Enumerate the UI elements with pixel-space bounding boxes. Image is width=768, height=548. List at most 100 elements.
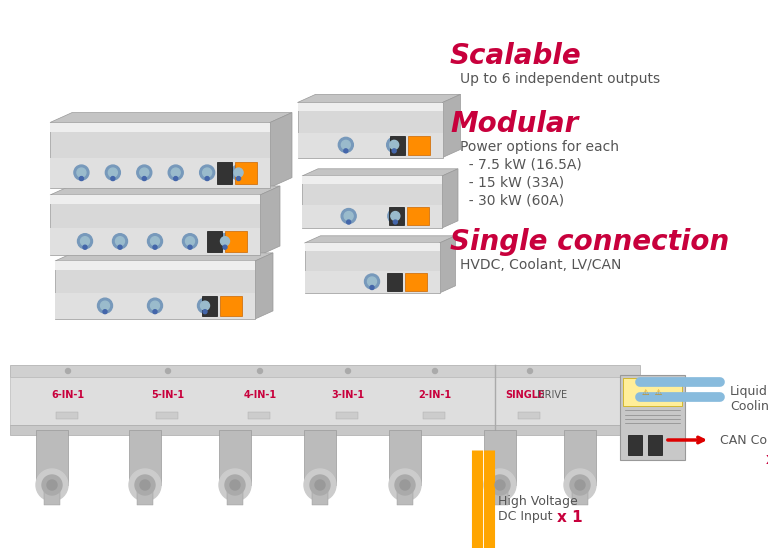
Text: 6-IN-1: 6-IN-1: [51, 390, 84, 400]
Circle shape: [219, 469, 251, 501]
Bar: [564, 430, 596, 485]
Circle shape: [151, 301, 160, 310]
Polygon shape: [55, 253, 273, 261]
Bar: [50, 195, 260, 204]
Bar: [312, 485, 328, 505]
Bar: [648, 435, 662, 455]
Circle shape: [205, 176, 209, 180]
Circle shape: [153, 245, 157, 249]
Text: SINGLE: SINGLE: [505, 390, 545, 400]
Circle shape: [200, 301, 210, 310]
Circle shape: [370, 286, 374, 289]
Circle shape: [142, 176, 146, 180]
Circle shape: [392, 149, 396, 153]
Circle shape: [575, 480, 585, 490]
Bar: [623, 378, 682, 406]
Bar: [408, 135, 429, 155]
Circle shape: [79, 176, 84, 180]
Text: Modular: Modular: [450, 110, 578, 138]
Polygon shape: [442, 94, 461, 157]
Bar: [50, 158, 270, 187]
Circle shape: [346, 220, 351, 224]
Circle shape: [115, 237, 124, 246]
Circle shape: [65, 368, 71, 374]
Bar: [225, 231, 247, 252]
Text: x 1: x 1: [557, 510, 583, 525]
Bar: [50, 123, 270, 132]
Circle shape: [151, 237, 160, 246]
Circle shape: [395, 475, 415, 495]
Polygon shape: [255, 253, 273, 319]
Text: 4-IN-1: 4-IN-1: [243, 390, 276, 400]
Bar: [407, 207, 429, 225]
Bar: [10, 365, 640, 377]
Circle shape: [400, 480, 410, 490]
Circle shape: [200, 165, 214, 180]
Bar: [44, 485, 60, 505]
Bar: [572, 485, 588, 505]
Text: x 1: x 1: [766, 452, 768, 467]
Bar: [50, 123, 270, 187]
Bar: [518, 412, 540, 419]
Circle shape: [83, 245, 87, 249]
Text: 5-IN-1: 5-IN-1: [151, 390, 184, 400]
Circle shape: [103, 310, 107, 313]
Polygon shape: [297, 94, 461, 102]
Circle shape: [490, 475, 510, 495]
Circle shape: [47, 480, 57, 490]
Circle shape: [344, 212, 353, 220]
Circle shape: [528, 368, 532, 374]
Polygon shape: [260, 186, 280, 255]
Circle shape: [42, 475, 62, 495]
Bar: [297, 102, 442, 157]
Polygon shape: [304, 236, 455, 243]
Circle shape: [203, 168, 212, 177]
Circle shape: [108, 168, 118, 177]
Bar: [207, 231, 222, 252]
Bar: [302, 176, 442, 184]
Bar: [50, 195, 260, 255]
Circle shape: [310, 475, 330, 495]
Circle shape: [140, 480, 150, 490]
Circle shape: [231, 165, 246, 180]
Circle shape: [203, 310, 207, 313]
Bar: [10, 425, 640, 435]
Bar: [297, 133, 442, 157]
Circle shape: [174, 176, 177, 180]
Circle shape: [186, 237, 194, 246]
Text: High Voltage
DC Input: High Voltage DC Input: [498, 495, 578, 523]
Circle shape: [391, 212, 400, 220]
Bar: [304, 430, 336, 485]
Bar: [56, 412, 78, 419]
Text: HVDC, Coolant, LV/CAN: HVDC, Coolant, LV/CAN: [460, 258, 621, 272]
Circle shape: [564, 469, 596, 501]
Bar: [202, 296, 217, 316]
Bar: [55, 261, 255, 270]
Circle shape: [188, 245, 192, 249]
Circle shape: [368, 277, 376, 286]
Circle shape: [147, 298, 163, 313]
Bar: [423, 412, 445, 419]
Circle shape: [220, 237, 230, 246]
Circle shape: [315, 480, 325, 490]
Bar: [10, 377, 640, 425]
Circle shape: [341, 140, 350, 150]
Bar: [484, 430, 516, 485]
Bar: [156, 412, 178, 419]
Circle shape: [432, 368, 438, 374]
Text: 2-IN-1: 2-IN-1: [419, 390, 452, 400]
Circle shape: [171, 168, 180, 177]
Polygon shape: [270, 112, 292, 187]
Circle shape: [365, 274, 379, 289]
Bar: [220, 296, 242, 316]
Circle shape: [388, 209, 403, 224]
Bar: [297, 102, 442, 111]
Circle shape: [147, 233, 163, 249]
Bar: [397, 485, 413, 505]
Text: - 7.5 kW (16.5A): - 7.5 kW (16.5A): [460, 158, 581, 172]
Text: Liquid
Cooling: Liquid Cooling: [730, 385, 768, 413]
Polygon shape: [50, 186, 280, 195]
Text: DRIVE: DRIVE: [537, 390, 567, 400]
Circle shape: [386, 138, 402, 152]
Circle shape: [111, 176, 115, 180]
